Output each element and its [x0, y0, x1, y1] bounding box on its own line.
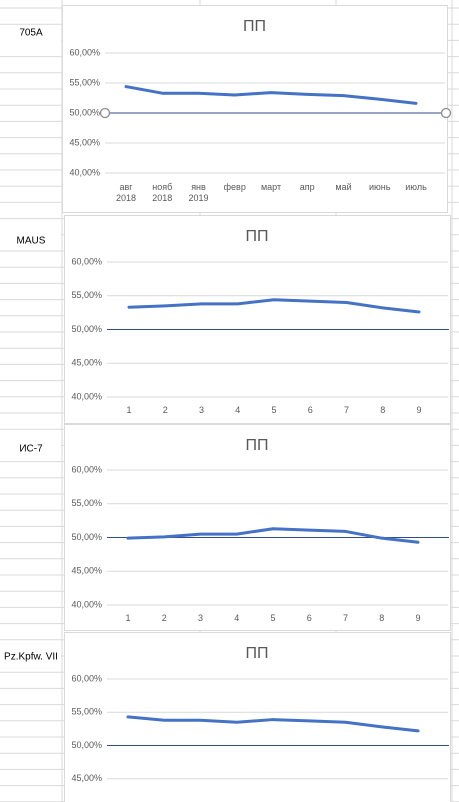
y-tick-label: 55,00%: [71, 498, 102, 508]
cell-bg: [0, 649, 61, 665]
x-tick-label: февр: [223, 182, 246, 192]
x-tick-label: 9: [415, 613, 421, 623]
x-tick-label: 6: [306, 613, 312, 623]
cell-bg: [0, 25, 61, 41]
row-label: Pz.Kpfw. VII: [4, 652, 58, 663]
chart-title: ПП: [246, 228, 269, 245]
x-tick-label: апр: [299, 182, 315, 192]
y-tick-label: 40,00%: [71, 391, 102, 401]
x-tick-label: 2: [162, 405, 168, 415]
x-tick-label: 2: [161, 613, 167, 623]
y-tick-label: 45,00%: [71, 358, 102, 368]
y-tick-label: 50,00%: [71, 324, 102, 334]
x-tick-label: 9: [416, 405, 422, 415]
y-tick-label: 50,00%: [71, 740, 102, 750]
y-tick-label: 55,00%: [69, 77, 100, 87]
y-tick-label: 45,00%: [71, 566, 102, 576]
y-tick-label: 50,00%: [69, 107, 100, 117]
x-tick-label: 3: [198, 405, 204, 415]
y-tick-label: 45,00%: [69, 137, 100, 147]
x-tick-label: нояб 2018: [152, 182, 173, 203]
y-tick-label: 55,00%: [71, 707, 102, 717]
y-tick-label: 40,00%: [69, 167, 100, 177]
x-tick-label: 8: [379, 613, 385, 623]
selection-handle: [440, 107, 452, 119]
x-tick-label: 1: [126, 405, 132, 415]
y-tick-label: 60,00%: [69, 47, 100, 57]
x-tick-label: март: [260, 182, 282, 192]
y-tick-label: 40,00%: [71, 599, 102, 609]
x-tick-label: 7: [342, 613, 348, 623]
y-tick-label: 60,00%: [71, 464, 102, 474]
row-label: ИС-7: [19, 444, 43, 455]
x-tick-label: 3: [197, 613, 203, 623]
y-tick-label: 45,00%: [71, 773, 102, 783]
x-tick-label: май: [335, 182, 352, 192]
y-tick-label: 50,00%: [71, 532, 102, 542]
chart-title: ПП: [246, 437, 269, 454]
x-tick-label: 5: [271, 405, 277, 415]
chart-box: [64, 215, 451, 424]
y-tick-label: 60,00%: [71, 256, 102, 266]
chart-title: ПП: [243, 18, 266, 35]
cell-bg: [0, 233, 61, 249]
x-tick-label: 5: [270, 613, 276, 623]
series-line: [127, 298, 421, 314]
x-tick-label: 8: [380, 405, 386, 415]
chart-title: ПП: [246, 645, 269, 662]
chart-box: [62, 5, 448, 213]
series-line: [126, 527, 420, 544]
x-tick-label: июль: [405, 182, 427, 192]
x-tick-label: 4: [235, 405, 241, 415]
chart-box: [64, 424, 451, 631]
x-tick-label: авг 2018: [115, 182, 137, 203]
x-tick-label: янв 2019: [188, 182, 209, 203]
row-label: 705A: [19, 28, 43, 39]
x-tick-label: 7: [343, 405, 349, 415]
x-tick-label: 1: [125, 613, 131, 623]
x-tick-label: 4: [234, 613, 240, 623]
series-line: [124, 85, 418, 105]
y-tick-label: 55,00%: [71, 290, 102, 300]
x-tick-label: 6: [307, 405, 313, 415]
x-tick-label: июнь: [369, 182, 391, 192]
row-label: MAUS: [17, 236, 46, 247]
y-tick-label: 60,00%: [71, 673, 102, 683]
cell-bg: [0, 441, 61, 457]
series-line: [126, 715, 420, 733]
selection-handle: [99, 107, 111, 119]
